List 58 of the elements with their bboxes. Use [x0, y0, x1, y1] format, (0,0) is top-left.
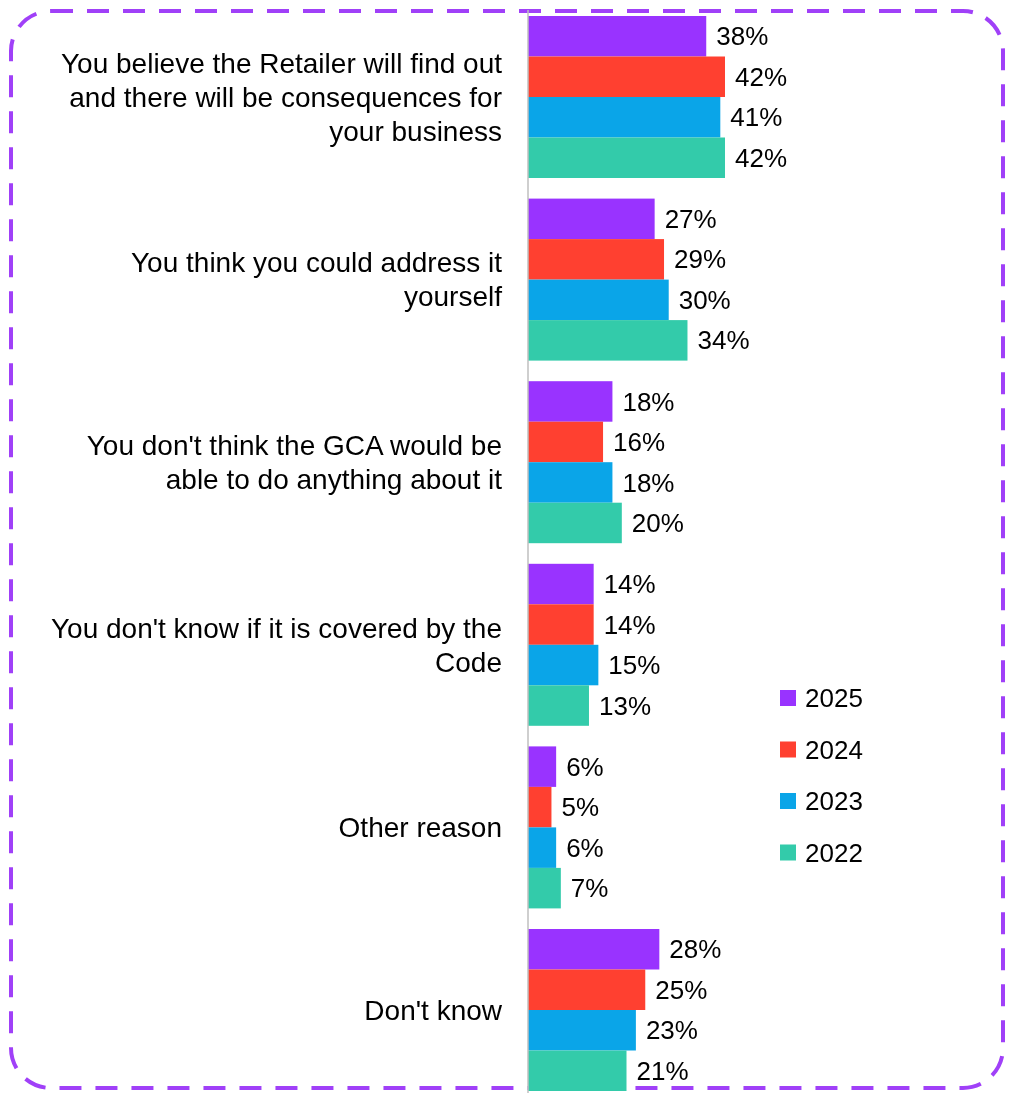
data-label: 29%: [674, 244, 727, 275]
data-label: 16%: [613, 427, 666, 458]
bar: [528, 198, 655, 240]
data-label: 20%: [631, 508, 684, 539]
bar: [528, 421, 604, 463]
bar: [528, 685, 589, 726]
bar: [528, 97, 721, 138]
data-label: 30%: [678, 284, 731, 315]
bar: [528, 239, 665, 280]
data-label: 13%: [598, 690, 652, 721]
legend-label: 2023: [805, 786, 863, 817]
data-label: 7%: [570, 873, 609, 904]
data-label: 42%: [735, 142, 788, 173]
data-label: 6%: [566, 751, 604, 782]
bar: [528, 502, 622, 544]
bar: [528, 279, 669, 321]
bar: [528, 969, 646, 1010]
bar: [528, 1050, 627, 1091]
data-label: 23%: [645, 1015, 698, 1046]
legend-label: 2025: [805, 683, 863, 714]
data-label: 18%: [622, 467, 675, 498]
data-label: 38%: [716, 21, 769, 52]
bar: [528, 462, 613, 503]
data-label: 18%: [622, 386, 675, 417]
bar: [528, 867, 561, 909]
data-label: 41%: [730, 102, 783, 133]
data-label: 14%: [603, 569, 656, 600]
bar: [528, 381, 613, 422]
data-label: 25%: [655, 974, 708, 1005]
legend-label: 2024: [805, 734, 863, 765]
legend-label: 2022: [805, 837, 863, 868]
data-label: 15%: [608, 650, 661, 681]
data-label: 42%: [735, 61, 788, 92]
bar: [528, 320, 688, 361]
data-label: 14%: [603, 609, 656, 640]
y-tick-label: You don't know if it is covered by the Code: [50, 612, 502, 678]
data-label: 34%: [697, 325, 750, 356]
data-label: 21%: [636, 1055, 689, 1086]
bar: [528, 929, 660, 970]
bar: [528, 746, 557, 787]
data-label: 27%: [664, 203, 717, 234]
bar: [528, 563, 594, 605]
bar: [528, 137, 725, 178]
bar: [528, 786, 552, 828]
data-label: 5%: [561, 792, 600, 823]
bar: [528, 16, 707, 57]
data-label: 28%: [669, 934, 722, 965]
data-label: 6%: [566, 832, 604, 863]
y-tick-label: You believe the Retailer will find out and there will be consequences for your business: [60, 47, 503, 147]
y-tick-label: You think you could address it yourself: [131, 247, 503, 313]
y-tick-label: Other reason: [338, 812, 502, 844]
bar: [528, 1010, 636, 1051]
bar: [528, 604, 594, 645]
y-tick-label: Don't know: [364, 994, 503, 1026]
bar: [528, 644, 599, 686]
y-tick-label: You don't think the GCA would be able to do anything about it: [86, 430, 503, 495]
bar: [528, 827, 557, 868]
bar: [528, 56, 725, 97]
